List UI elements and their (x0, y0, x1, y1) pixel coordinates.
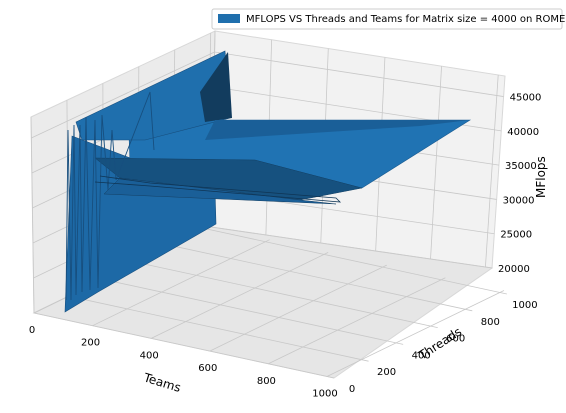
z-tick-label: 40000 (507, 127, 539, 138)
x-tick-label: 600 (198, 363, 217, 374)
x-tick-label: 0 (29, 325, 35, 336)
z-tick-label: 30000 (503, 195, 535, 206)
y-tick-label: 0 (349, 384, 355, 395)
x-tick-label: 800 (257, 376, 276, 387)
z-tick-label: 35000 (505, 161, 537, 172)
z-tick-label: 20000 (498, 264, 530, 275)
legend-label: MFLOPS VS Threads and Teams for Matrix s… (246, 14, 565, 25)
y-tick-label: 200 (377, 367, 396, 378)
x-tick-label: 1000 (312, 388, 337, 399)
y-tick-label: 1000 (512, 300, 537, 311)
z-axis-label: MFlops (534, 156, 548, 198)
x-tick-label: 400 (140, 350, 159, 361)
y-tick-label: 800 (481, 317, 500, 328)
x-axis-label: Teams (141, 370, 182, 395)
x-tick-label: 200 (81, 338, 100, 349)
z-tick-label: 25000 (500, 230, 532, 241)
legend: MFLOPS VS Threads and Teams for Matrix s… (212, 9, 565, 29)
legend-swatch (218, 14, 240, 23)
z-tick-label: 45000 (510, 93, 542, 104)
